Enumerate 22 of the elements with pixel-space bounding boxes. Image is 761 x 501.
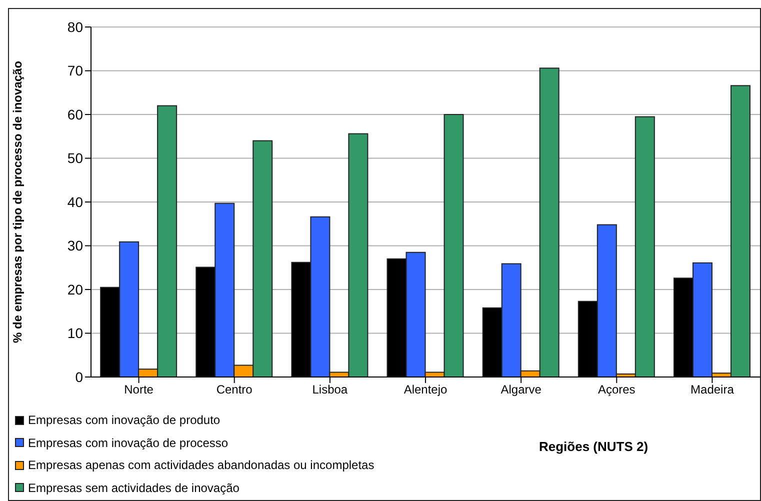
legend-label: Empresas com inovação de processo [28, 434, 228, 452]
legend-label: Empresas apenas com actividades abandonadas ou incompletas [28, 457, 374, 474]
x-tick-label: Madeira [690, 382, 734, 397]
y-tick-label: 0 [75, 368, 84, 385]
y-tick-label: 10 [67, 325, 84, 342]
x-axis-title: Regiões (NUTS 2) [539, 439, 648, 454]
y-tick-label: 60 [67, 106, 84, 122]
x-tick-label: Norte [124, 382, 154, 397]
x-tick-label: Açores [598, 382, 636, 397]
y-tick-label: 50 [67, 150, 84, 166]
y-axis-title: % de empresas por tipo de processo de inovação [10, 60, 24, 344]
legend-label: Empresas sem actividades de inovação [28, 480, 240, 496]
x-tick-label: Lisboa [312, 382, 348, 397]
y-tick-label: 30 [67, 238, 84, 254]
y-tick-label: 80 [67, 18, 84, 35]
y-tick-label: 40 [67, 194, 84, 210]
x-tick-label: Alentejo [404, 382, 448, 397]
x-tick-label: Algarve [500, 382, 542, 397]
x-tick-label: Centro [216, 382, 253, 397]
y-tick-label: 70 [67, 62, 84, 79]
y-tick-label: 20 [67, 281, 84, 298]
legend-label: Empresas com inovação de produto [28, 412, 220, 429]
